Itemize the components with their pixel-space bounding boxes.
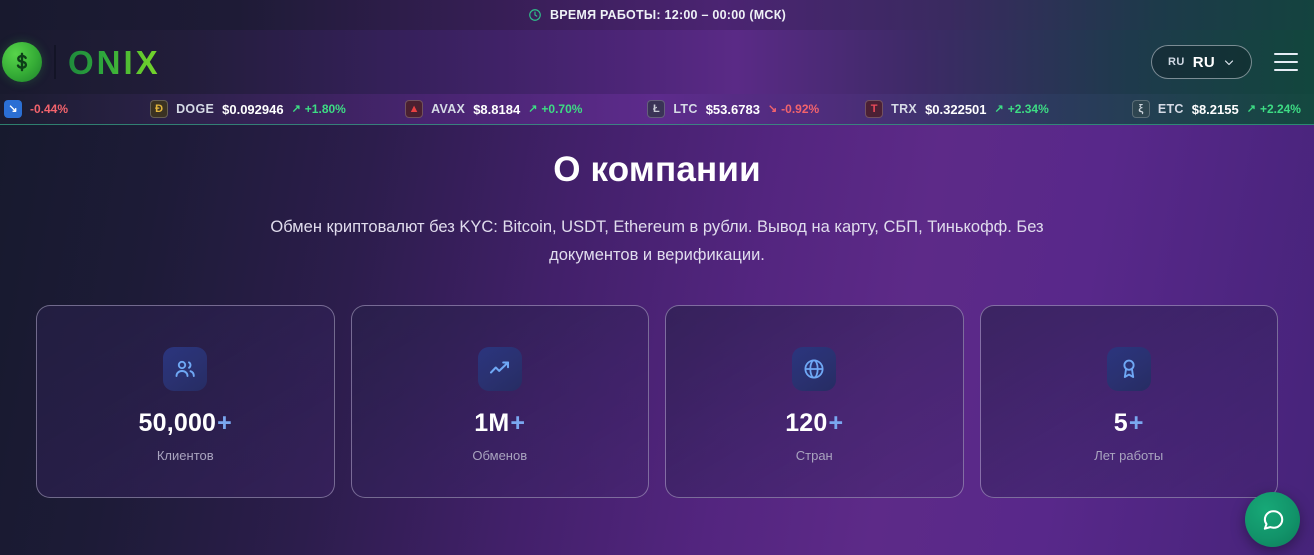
stat-label: Клиентов <box>156 448 214 464</box>
working-hours-text: ВРЕМЯ РАБОТЫ: 12:00 – 00:00 (МСК) <box>549 8 786 22</box>
ticker-row: ↘ -0.44% Ð DOGE $0.092946 ↗ +1.80% ▲ AVAX $8.8184… <box>0 94 1314 124</box>
globe-icon <box>792 347 837 392</box>
ticker-change-value: -0.44% <box>30 102 69 116</box>
stat-plus-sign: + <box>510 409 526 438</box>
tron-icon: T <box>865 100 884 118</box>
stat-card: 1M + Обменов <box>350 305 649 499</box>
stat-value: 50,000 + <box>139 409 232 438</box>
arrow-up-icon: ↗ <box>528 102 538 115</box>
ticker-symbol: DOGE <box>176 102 215 116</box>
stat-plus-sign: + <box>828 409 844 438</box>
crypto-ticker[interactable]: ↘ -0.44% Ð DOGE $0.092946 ↗ +1.80% ▲ AVAX $8.8184… <box>0 94 1314 125</box>
stat-plus-sign: + <box>1128 409 1144 438</box>
stat-label: Стран <box>795 448 833 464</box>
avax-icon: ▲ <box>405 100 424 118</box>
stat-card: 50,000 + Клиентов <box>36 305 335 499</box>
chat-button[interactable] <box>1245 492 1300 547</box>
working-hours-inner: ВРЕМЯ РАБОТЫ: 12:00 – 00:00 (МСК) <box>528 8 786 22</box>
litecoin-icon: Ł <box>647 100 666 118</box>
language-selector[interactable]: RU RU <box>1151 45 1252 79</box>
ticker-price: $53.6783 <box>705 101 760 117</box>
language-badge: RU <box>1168 56 1185 68</box>
logo-wordmark: ONIX <box>68 43 161 81</box>
trending-up-icon <box>477 347 522 392</box>
ticker-item[interactable]: ↘ -0.44% <box>0 100 81 118</box>
ticker-change-value: +2.34% <box>1007 102 1049 116</box>
ticker-change-value: +1.80% <box>304 102 346 116</box>
stat-label: Лет работы <box>1094 448 1164 464</box>
burger-line-1 <box>1274 53 1298 55</box>
ticker-price: $8.8184 <box>473 101 521 117</box>
burger-line-3 <box>1274 69 1298 71</box>
stat-number: 120 <box>785 409 828 438</box>
site-logo[interactable]: ONIX <box>0 42 161 82</box>
page-subtitle: Обмен криптовалют без KYC: Bitcoin, USDT… <box>270 218 1044 265</box>
arrow-down-icon: ↘ <box>767 102 778 115</box>
ticker-item[interactable]: ▲ AVAX $8.8184 ↗ +0.70% <box>392 100 595 118</box>
ticker-change: ↗ +2.34% <box>995 102 1049 116</box>
language-label: RU <box>1192 53 1215 71</box>
dollar-coin-icon <box>2 42 42 82</box>
ticker-item[interactable]: ξ ETC $8.2155 ↗ +2.24% <box>1119 100 1314 118</box>
ticker-change: ↗ +0.70% <box>528 102 582 116</box>
ticker-change-value: +2.24% <box>1259 102 1301 116</box>
logo-divider <box>54 45 56 79</box>
page-title: О компании <box>553 150 761 189</box>
ticker-change: ↘ -0.92% <box>768 102 819 116</box>
stat-number: 1M <box>474 409 510 438</box>
hero-section: О компании Обмен криптовалют без KYC: Bi… <box>0 125 1314 269</box>
stat-value: 1M + <box>474 409 525 438</box>
arrow-up-icon: ↗ <box>1246 102 1256 115</box>
ticker-change-value: +0.70% <box>541 102 583 116</box>
ticker-price: $0.092946 <box>222 101 284 117</box>
ticker-symbol: LTC <box>673 102 698 116</box>
ticker-item[interactable]: Ð DOGE $0.092946 ↗ +1.80% <box>137 100 359 118</box>
ethereum-classic-icon: ξ <box>1131 100 1150 118</box>
stat-label: Обменов <box>472 448 528 464</box>
ticker-change-value: -0.92% <box>781 102 820 116</box>
users-icon <box>163 347 208 392</box>
stats-grid: 50,000 + Клиентов 1M + Обменов 120 + Стран 5 + Лет … <box>0 305 1314 499</box>
site-header: ONIX RU RU <box>0 30 1314 94</box>
doge-icon: Ð <box>150 100 169 118</box>
working-hours-bar: ВРЕМЯ РАБОТЫ: 12:00 – 00:00 (МСК) <box>0 0 1314 30</box>
ticker-change: ↗ +2.24% <box>1247 102 1301 116</box>
ticker-symbol: TRX <box>891 102 918 116</box>
stat-number: 50,000 <box>138 409 217 438</box>
ticker-symbol: AVAX <box>431 102 466 116</box>
chat-bubble-icon <box>1260 507 1286 533</box>
clock-icon <box>528 8 542 22</box>
stat-value: 5 + <box>1114 409 1144 438</box>
award-icon <box>1106 347 1151 392</box>
stat-value: 120 + <box>785 409 843 438</box>
coin-icon-blue: ↘ <box>4 100 22 118</box>
ticker-change: -0.44% <box>30 102 68 116</box>
stat-plus-sign: + <box>217 409 232 438</box>
stat-card: 120 + Стран <box>665 305 964 499</box>
hamburger-menu-icon[interactable] <box>1274 53 1298 71</box>
stat-card: 5 + Лет работы <box>979 305 1278 499</box>
arrow-up-icon: ↗ <box>994 102 1004 115</box>
ticker-price: $0.322501 <box>925 101 987 117</box>
main-content: О компании Обмен криптовалют без KYC: Bi… <box>0 125 1314 555</box>
ticker-price: $8.2155 <box>1191 101 1239 117</box>
ticker-item[interactable]: Ł LTC $53.6783 ↘ -0.92% <box>634 100 832 118</box>
ticker-symbol: ETC <box>1157 102 1184 116</box>
arrow-up-icon: ↗ <box>291 102 301 115</box>
chevron-down-icon <box>1223 56 1235 68</box>
header-right: RU RU <box>1151 45 1298 79</box>
burger-line-2 <box>1274 61 1298 63</box>
ticker-item[interactable]: T TRX $0.322501 ↗ +2.34% <box>852 100 1062 118</box>
ticker-change: ↗ +1.80% <box>292 102 346 116</box>
stat-number: 5 <box>1113 409 1128 438</box>
